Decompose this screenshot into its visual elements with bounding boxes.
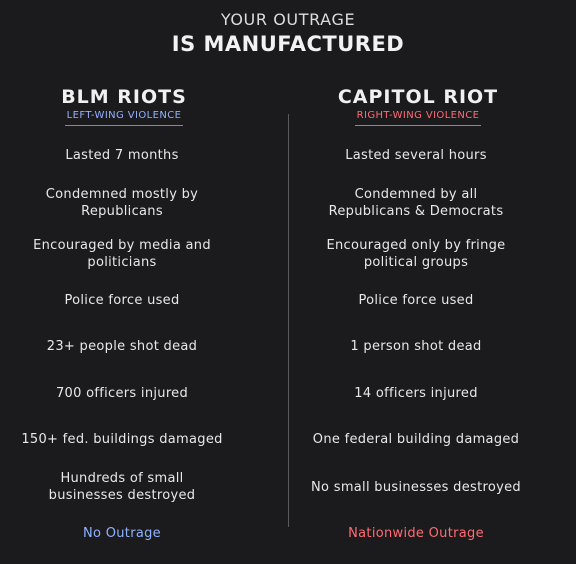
- right-row-encouraged: Encouraged only by fringe political group…: [326, 238, 506, 270]
- left-row-duration: Lasted 7 months: [65, 148, 179, 163]
- right-row-condemned: Condemned by all Republicans & Democrats: [328, 187, 504, 219]
- right-outrage: Nationwide Outrage: [348, 526, 484, 541]
- left-row-deaths: 23+ people shot dead: [46, 339, 198, 354]
- column-divider: [288, 114, 289, 527]
- left-row-businesses: Hundreds of small businesses destroyed: [48, 471, 196, 503]
- right-subheading-text: RIGHT-WING VIOLENCE: [354, 110, 482, 126]
- left-row-police: Police force used: [64, 293, 180, 308]
- right-row-duration: Lasted several hours: [345, 148, 487, 163]
- right-subheading: RIGHT-WING VIOLENCE: [274, 110, 562, 126]
- left-row-buildings: 150+ fed. buildings damaged: [21, 432, 223, 447]
- right-row-officers: 14 officers injured: [354, 386, 478, 401]
- left-subheading: LEFT-WING VIOLENCE: [0, 110, 268, 126]
- right-column: CAPITOL RIOT RIGHT-WING VIOLENCE Lasted …: [288, 0, 576, 564]
- left-subheading-text: LEFT-WING VIOLENCE: [64, 110, 184, 126]
- left-row-encouraged: Encouraged by media and politicians: [33, 238, 211, 270]
- left-row-condemned: Condemned mostly by Republicans: [45, 187, 199, 219]
- title-line-1: YOUR OUTRAGE: [220, 10, 356, 29]
- left-row-officers: 700 officers injured: [55, 386, 189, 401]
- right-heading: CAPITOL RIOT: [337, 86, 499, 108]
- right-row-buildings: One federal building damaged: [312, 432, 520, 447]
- left-heading: BLM RIOTS: [61, 86, 187, 108]
- title-line-2: IS MANUFACTURED: [171, 32, 405, 56]
- left-column: BLM RIOTS LEFT-WING VIOLENCE Lasted 7 mo…: [0, 86, 268, 541]
- right-row-police: Police force used: [358, 293, 474, 308]
- left-outrage: No Outrage: [83, 526, 161, 541]
- right-row-deaths: 1 person shot dead: [350, 339, 482, 354]
- right-row-businesses: No small businesses destroyed: [311, 480, 521, 495]
